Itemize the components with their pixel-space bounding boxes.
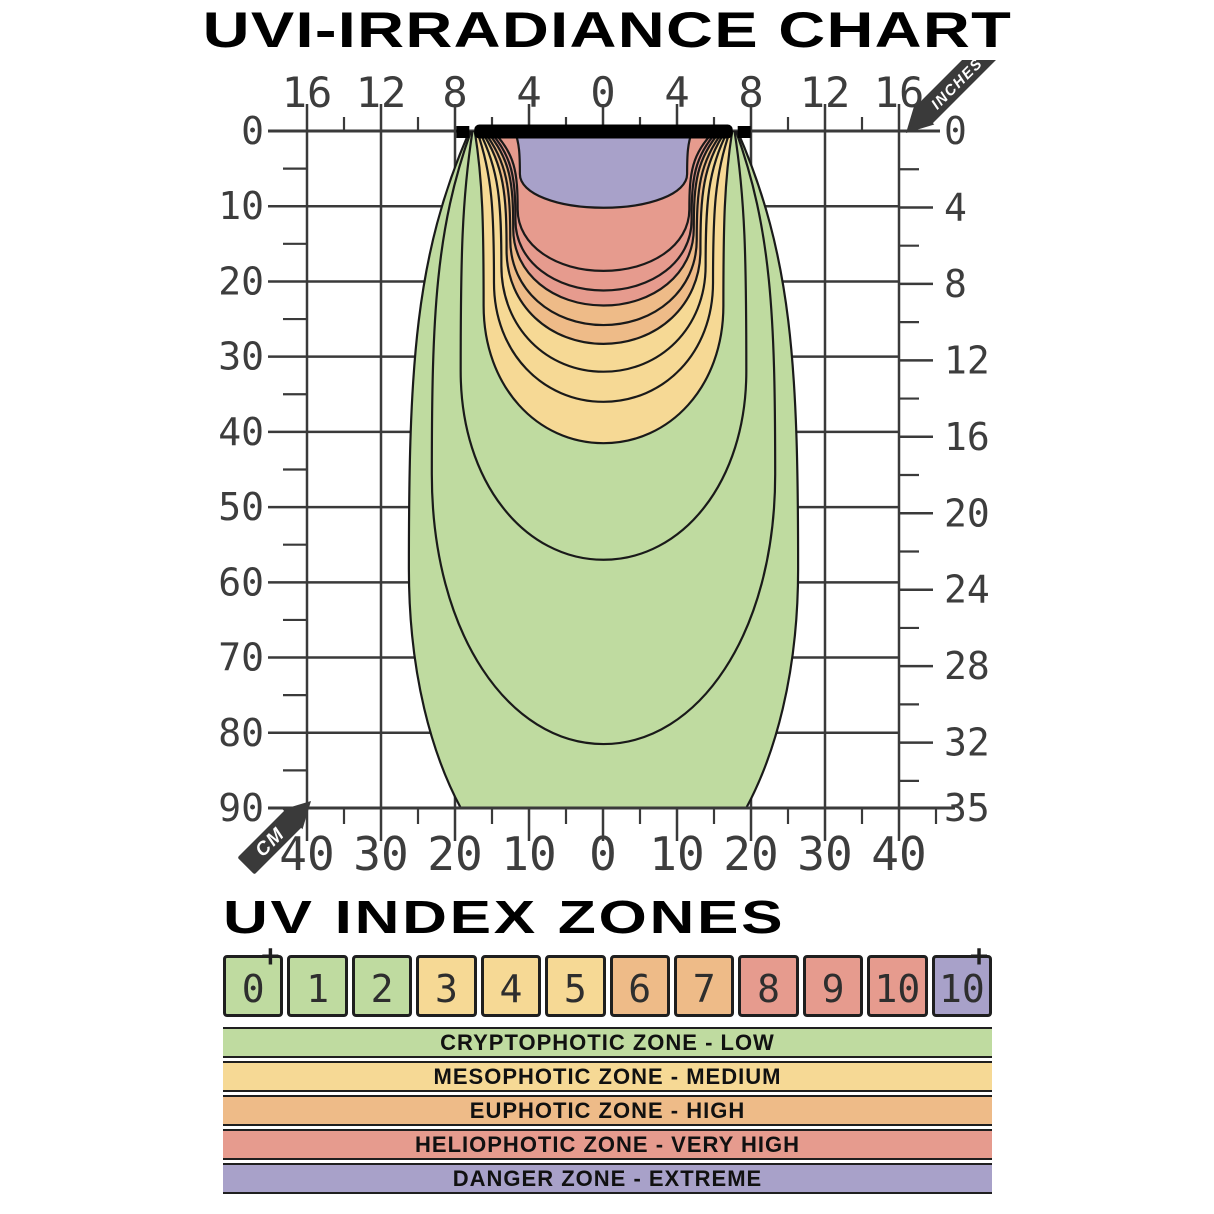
left-axis-label: 60 (218, 560, 264, 604)
zone-bar-orange: EUPHOTIC ZONE - HIGH (223, 1095, 992, 1126)
bottom-axis-label: 20 (427, 827, 482, 881)
uvi-box-value: 6 (628, 966, 652, 1011)
cm-arrow: CM (238, 801, 311, 874)
contour-uvi-10+ (513, 131, 694, 209)
uvi-box-value: 3 (435, 966, 458, 1011)
top-axis-label: 12 (356, 68, 407, 117)
bottom-axis-label: 10 (501, 827, 556, 881)
uvi-box-0-plus: 0 + (223, 942, 284, 1017)
zone-bar-label: CRYPTOPHOTIC ZONE - LOW (440, 1029, 775, 1055)
lamp-end-cap-left (456, 126, 470, 138)
uvi-box-value: 9 (821, 966, 845, 1011)
bottom-axis-label: 20 (723, 827, 778, 881)
lamp-bar (474, 124, 733, 139)
bottom-axis-label: 40 (871, 827, 926, 881)
uvi-box-10: 10 (867, 955, 928, 1017)
uvi-irradiance-chart: 16 12 8 4 0 4 8 12 16010203040506070809004812162… (218, 60, 998, 881)
uvi-box-value: 4 (499, 966, 523, 1011)
right-axis-label: 24 (944, 568, 990, 612)
left-axis-label: 70 (218, 636, 264, 680)
lamp-end-cap-right (737, 126, 751, 138)
top-axis-label: 8 (442, 68, 467, 117)
uvi-box-value: 0 (241, 966, 265, 1011)
left-axis-label: 10 (218, 184, 264, 228)
uvi-box-3: 3 (416, 955, 477, 1017)
left-axis-label: 90 (218, 786, 264, 830)
uvi-box-value: 1 (306, 966, 330, 1011)
uv-index-zones-title: UV INDEX ZONES (223, 891, 786, 943)
top-axis-label: 12 (800, 68, 851, 117)
right-axis-label: 4 (944, 185, 967, 229)
right-axis-label: 0 (944, 109, 967, 153)
uvi-box-value: 10 (938, 966, 985, 1011)
bottom-axis-label: 30 (353, 827, 408, 881)
uvi-box-6: 6 (609, 955, 670, 1017)
top-axis-label: 4 (664, 68, 689, 117)
uvi-box-10-plus: 10 + (931, 942, 993, 1017)
uvi-box-9: 9 (802, 955, 864, 1017)
plus-superscript: + (970, 939, 989, 974)
page-title: UVI-IRRADIANCE CHART (202, 2, 1012, 58)
uv-index-scale: 0 +1 2 3 4 5 6 7 8 9 10 10 + (223, 942, 993, 1017)
zone-bar-red: HELIOPHOTIC ZONE - VERY HIGH (223, 1129, 992, 1160)
uvi-box-value: 8 (757, 966, 781, 1011)
zone-bar-label: EUPHOTIC ZONE - HIGH (469, 1097, 746, 1123)
left-axis-label: 30 (218, 335, 264, 379)
uvi-box-value: 10 (874, 966, 921, 1011)
bottom-axis-label: 0 (589, 827, 617, 881)
top-axis-label: 8 (738, 68, 763, 117)
left-axis-label: 50 (218, 485, 264, 529)
right-axis-label: 20 (944, 491, 990, 535)
uvi-box-5: 5 (545, 955, 606, 1017)
right-axis-label: 28 (944, 644, 990, 688)
cm-arrow-shape (238, 810, 302, 874)
left-axis-label: 80 (218, 711, 264, 755)
right-axis-label: 32 (944, 721, 990, 765)
zone-bar-label: DANGER ZONE - EXTREME (452, 1165, 763, 1191)
zone-bar-green: CRYPTOPHOTIC ZONE - LOW (223, 1027, 992, 1058)
left-axis-label: 0 (241, 109, 264, 153)
zone-bar-yellow: MESOPHOTIC ZONE - MEDIUM (223, 1061, 992, 1092)
cm-arrow-shape (282, 801, 311, 830)
bottom-axis-label: 10 (649, 827, 704, 881)
left-axis-label: 40 (218, 410, 264, 454)
plus-superscript: + (261, 939, 280, 974)
zone-bar-label: MESOPHOTIC ZONE - MEDIUM (433, 1063, 782, 1089)
right-axis-label: 16 (944, 415, 990, 459)
right-axis-label: 12 (944, 338, 990, 382)
page-header: UVI-IRRADIANCE CHART (0, 2, 1214, 58)
top-axis-label: 4 (516, 68, 541, 117)
uvi-box-2: 2 (351, 955, 413, 1017)
uv-zone-legend: CRYPTOPHOTIC ZONE - LOW MESOPHOTIC ZONE -… (223, 1027, 992, 1197)
zone-bar-label: HELIOPHOTIC ZONE - VERY HIGH (415, 1131, 800, 1157)
uvi-box-value: 5 (563, 966, 587, 1011)
bottom-axis-label: 30 (797, 827, 852, 881)
inches-arrow-shape (906, 104, 935, 133)
uvi-box-1: 1 (287, 955, 348, 1017)
right-axis-label: 8 (944, 262, 967, 306)
top-axis-label: 0 (590, 68, 615, 117)
uvi-box-8: 8 (738, 955, 799, 1017)
uvi-box-value: 7 (692, 966, 716, 1011)
uvi-box-value: 2 (370, 966, 394, 1011)
inches-arrow-shape (915, 60, 998, 124)
top-axis-label: 16 (282, 68, 333, 117)
left-axis-label: 20 (218, 259, 264, 303)
uvi-box-4: 4 (480, 955, 542, 1017)
zone-bar-purple: DANGER ZONE - EXTREME (223, 1163, 992, 1194)
uvi-box-7: 7 (673, 955, 735, 1017)
